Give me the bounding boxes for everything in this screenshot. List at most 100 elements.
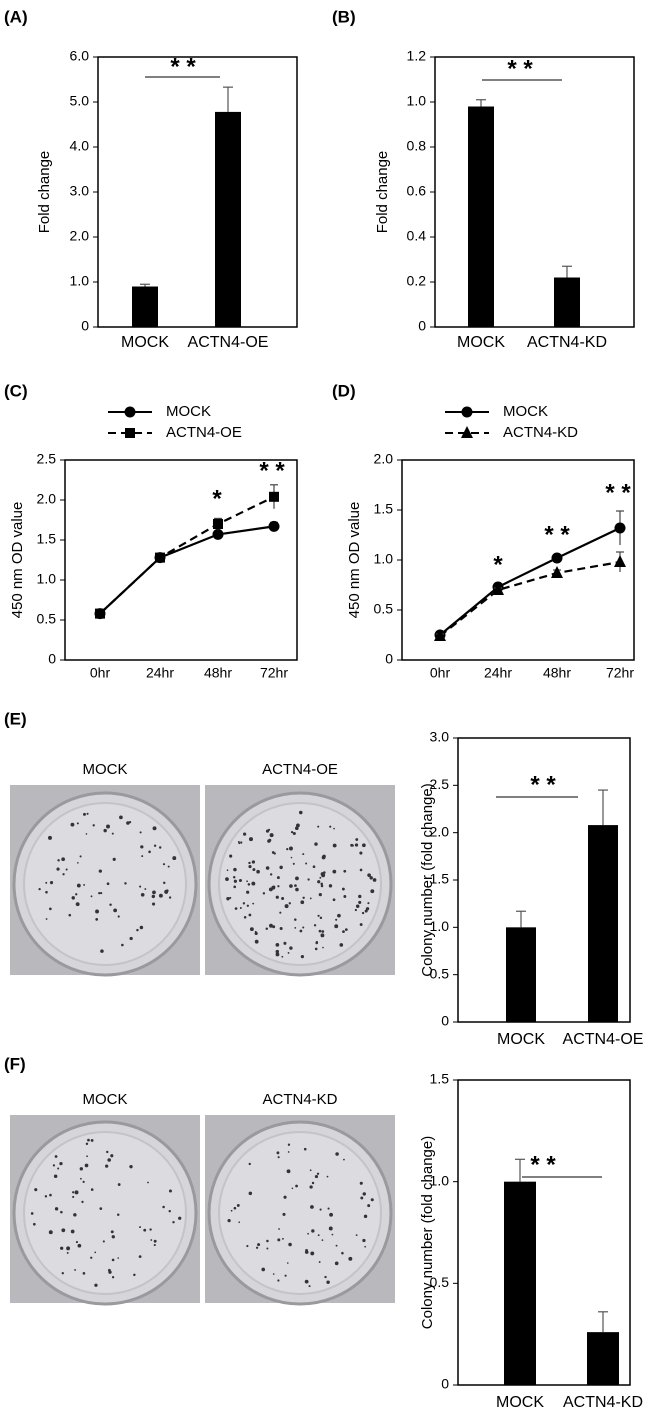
y-tick-label: 2.0: [430, 823, 450, 839]
photo-colony: [242, 902, 246, 905]
y-axis-label: Fold change: [374, 151, 391, 234]
y-tick-label: 0.5: [430, 1274, 450, 1290]
photo-colony: [334, 924, 339, 929]
photo-colony: [172, 856, 177, 861]
photo-colony: [362, 1192, 366, 1196]
photo-colony: [321, 873, 326, 878]
photo-colony: [133, 1273, 136, 1277]
y-tick-label: 0.5: [374, 601, 394, 617]
photo-colony: [367, 902, 370, 905]
photo-colony: [265, 866, 270, 870]
photo-colony: [249, 927, 254, 932]
photo-colony: [324, 1275, 327, 1279]
photo-colony: [348, 1256, 353, 1261]
photo-colony: [248, 861, 251, 865]
photo-colony: [266, 1239, 269, 1243]
photo-colony: [362, 843, 366, 848]
y-tick-label: 6.0: [70, 48, 90, 64]
photo-colony: [339, 943, 344, 947]
bar: [468, 106, 494, 327]
photo-colony: [287, 1151, 290, 1153]
photo-colony: [229, 896, 232, 899]
photo-colony: [81, 1200, 84, 1204]
photo-colony: [140, 892, 145, 897]
y-axis-label: Fold change: [36, 151, 53, 234]
photo-colony: [83, 812, 86, 816]
point: [269, 491, 279, 502]
photo-colony: [164, 889, 169, 894]
photo-colony: [343, 1158, 345, 1161]
photo-colony: [367, 1204, 371, 1208]
photo-colony: [108, 1270, 112, 1274]
photo-colony: [317, 1234, 320, 1237]
photo-colony: [79, 1177, 82, 1180]
y-tick-label: 2.5: [430, 776, 450, 792]
photo-colony: [282, 1237, 284, 1240]
y-tick-label: 1.0: [37, 571, 57, 587]
point: [434, 629, 446, 641]
photo-colony: [317, 880, 321, 884]
y-tick-label: 1.5: [374, 501, 394, 517]
photo-colony: [273, 852, 276, 855]
x-tick-label: 72hr: [606, 665, 634, 681]
x-tick-label: MOCK: [457, 334, 505, 351]
photo-colony: [254, 939, 259, 944]
legend-label: ACTN4-KD: [503, 424, 578, 441]
photo-colony: [271, 885, 276, 890]
photo-colony: [332, 898, 336, 902]
legend-label: MOCK: [166, 403, 211, 420]
photo-colony: [111, 1276, 115, 1279]
photo-colony: [30, 1212, 34, 1215]
photo-colony: [148, 850, 151, 854]
point: [551, 552, 563, 564]
photo-colony: [277, 885, 280, 888]
photo-colony: [272, 1273, 275, 1275]
photo-colony: [143, 1228, 147, 1232]
photo-colony: [168, 896, 172, 899]
photo-colony: [75, 1240, 79, 1244]
photo-colony: [248, 913, 252, 917]
photo-colony: [60, 1246, 64, 1250]
photo-colony: [153, 1239, 157, 1243]
significance-mark: * *: [530, 771, 556, 798]
photo-colony: [304, 1250, 309, 1254]
photo-colony: [79, 855, 82, 858]
photo-colony: [239, 907, 242, 910]
photo-dish-inner: [218, 802, 382, 966]
photo-colony: [150, 1239, 153, 1241]
photo-colony: [364, 1245, 367, 1248]
photo-colony: [106, 882, 110, 886]
photo-colony: [124, 882, 127, 885]
photo-colony: [117, 1257, 120, 1259]
photo-colony: [261, 1267, 266, 1272]
photo-colony: [256, 869, 260, 874]
plot-frame: [401, 459, 635, 661]
photo-colony: [294, 926, 297, 929]
bar: [504, 1181, 536, 1385]
photo-colony: [139, 1226, 141, 1229]
photo-colony: [317, 825, 320, 828]
photo-colony: [309, 1169, 312, 1172]
photo-colony: [299, 929, 303, 933]
photo-colony: [289, 846, 293, 851]
y-tick-label: 0.5: [430, 965, 450, 981]
panel-label: (F): [4, 1054, 26, 1073]
photo-colony: [62, 873, 65, 876]
photo-colony: [126, 821, 130, 825]
photo-colony: [129, 936, 133, 941]
photo-colony: [233, 879, 238, 883]
photo-colony: [86, 1155, 88, 1158]
photo-colony: [107, 1158, 111, 1162]
photo-colony: [151, 894, 156, 899]
photo-colony: [167, 865, 170, 868]
photo-colony: [60, 1210, 63, 1214]
photo-colony: [66, 1251, 69, 1254]
photo-colony: [57, 859, 60, 862]
photo-colony: [85, 1142, 89, 1146]
photo-colony: [372, 878, 377, 882]
point: [155, 552, 165, 563]
photo-colony: [243, 915, 247, 919]
photo-colony: [75, 893, 78, 896]
photo-colony: [294, 884, 297, 887]
photo-colony: [162, 863, 166, 866]
